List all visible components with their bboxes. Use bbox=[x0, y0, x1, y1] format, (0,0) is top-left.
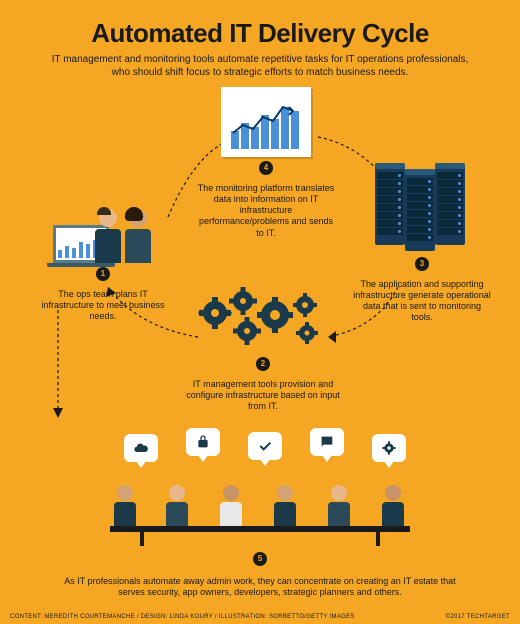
bubble-chat-icon bbox=[310, 428, 344, 456]
page-subtitle: IT management and monitoring tools autom… bbox=[28, 53, 492, 79]
node-text-3: The application and supporting infrastru… bbox=[352, 279, 492, 324]
gears-icon bbox=[193, 283, 333, 353]
cycle-diagram: 4 The monitoring platform translates dat… bbox=[28, 87, 492, 397]
cycle-node-1: 1 The ops team plans IT infrastructure t… bbox=[38, 183, 168, 322]
node-number-4: 4 bbox=[259, 161, 273, 175]
node-number-1: 1 bbox=[96, 267, 110, 281]
down-arrow bbox=[48, 310, 68, 430]
monitoring-chart-icon bbox=[221, 87, 311, 157]
cycle-node-2: 2 IT management tools provision and conf… bbox=[178, 283, 348, 412]
chart-line-icon bbox=[229, 93, 303, 143]
node-text-4: The monitoring platform translates data … bbox=[196, 183, 336, 239]
servers-icon bbox=[367, 163, 477, 253]
footer-right: ©2017 TECHTARGET bbox=[446, 614, 510, 620]
page-title: Automated IT Delivery Cycle bbox=[28, 18, 492, 49]
meeting-section: 5 As IT professionals automate away admi… bbox=[28, 428, 492, 598]
bubble-gear-icon bbox=[372, 434, 406, 462]
cycle-node-4: 4 The monitoring platform translates dat… bbox=[196, 87, 336, 239]
node-number-5: 5 bbox=[253, 552, 267, 566]
ops-team-icon bbox=[43, 183, 163, 263]
node-number-3: 3 bbox=[415, 257, 429, 271]
node-text-2: IT management tools provision and config… bbox=[178, 379, 348, 413]
meeting-text: As IT professionals automate away admin … bbox=[28, 576, 492, 599]
meeting-illustration bbox=[90, 428, 430, 548]
bubble-lock-icon bbox=[186, 428, 220, 456]
bubble-check-icon bbox=[248, 432, 282, 460]
bubble-cloud-icon bbox=[124, 434, 158, 462]
footer-credits: CONTENT: MEREDITH COURTEMANCHE / DESIGN:… bbox=[10, 614, 510, 620]
node-number-2: 2 bbox=[256, 357, 270, 371]
cycle-node-3: 3 The application and supporting infrast… bbox=[352, 163, 492, 324]
footer-left: CONTENT: MEREDITH COURTEMANCHE / DESIGN:… bbox=[10, 614, 355, 620]
infographic-container: Automated IT Delivery Cycle IT managemen… bbox=[0, 0, 520, 624]
